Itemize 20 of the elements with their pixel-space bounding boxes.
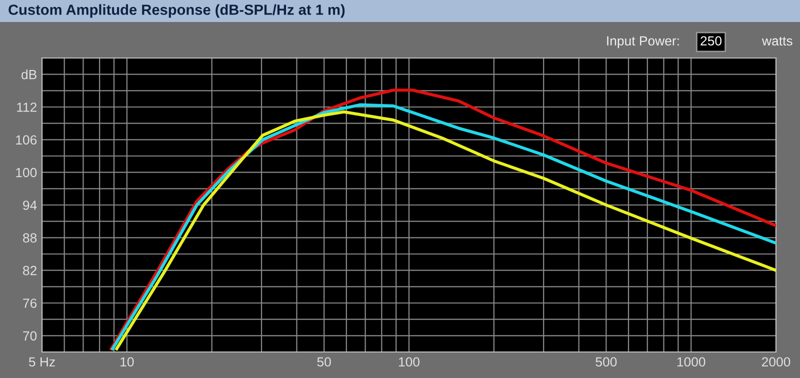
y-tick-label: 112 bbox=[17, 102, 36, 112]
y-tick-label: dB bbox=[22, 70, 36, 80]
x-tick-label: 100 bbox=[399, 357, 420, 367]
text: Input Power: bbox=[607, 36, 679, 48]
y-tick-label: 106 bbox=[16, 135, 37, 145]
x-tick-label: 500 bbox=[596, 357, 617, 367]
text: watts bbox=[762, 36, 792, 46]
text: 250 bbox=[700, 36, 722, 46]
x-tick-label: 2000 bbox=[762, 357, 790, 367]
x-tick-label: 10 bbox=[120, 357, 134, 367]
y-tick-label: 100 bbox=[16, 168, 37, 178]
y-tick-label: 76 bbox=[23, 298, 37, 308]
y-tick-label: 70 bbox=[23, 331, 37, 341]
y-tick-label: 94 bbox=[23, 200, 37, 210]
y-tick-label: 82 bbox=[23, 266, 36, 276]
y-tick-label: 88 bbox=[23, 233, 37, 243]
chart-title: Custom Amplitude Response (dB-SPL/Hz at 1 m) bbox=[8, 4, 345, 18]
x-tick-label: 5 Hz bbox=[28, 357, 55, 367]
x-tick-label: 1000 bbox=[677, 357, 706, 367]
x-tick-label: 50 bbox=[317, 357, 331, 367]
